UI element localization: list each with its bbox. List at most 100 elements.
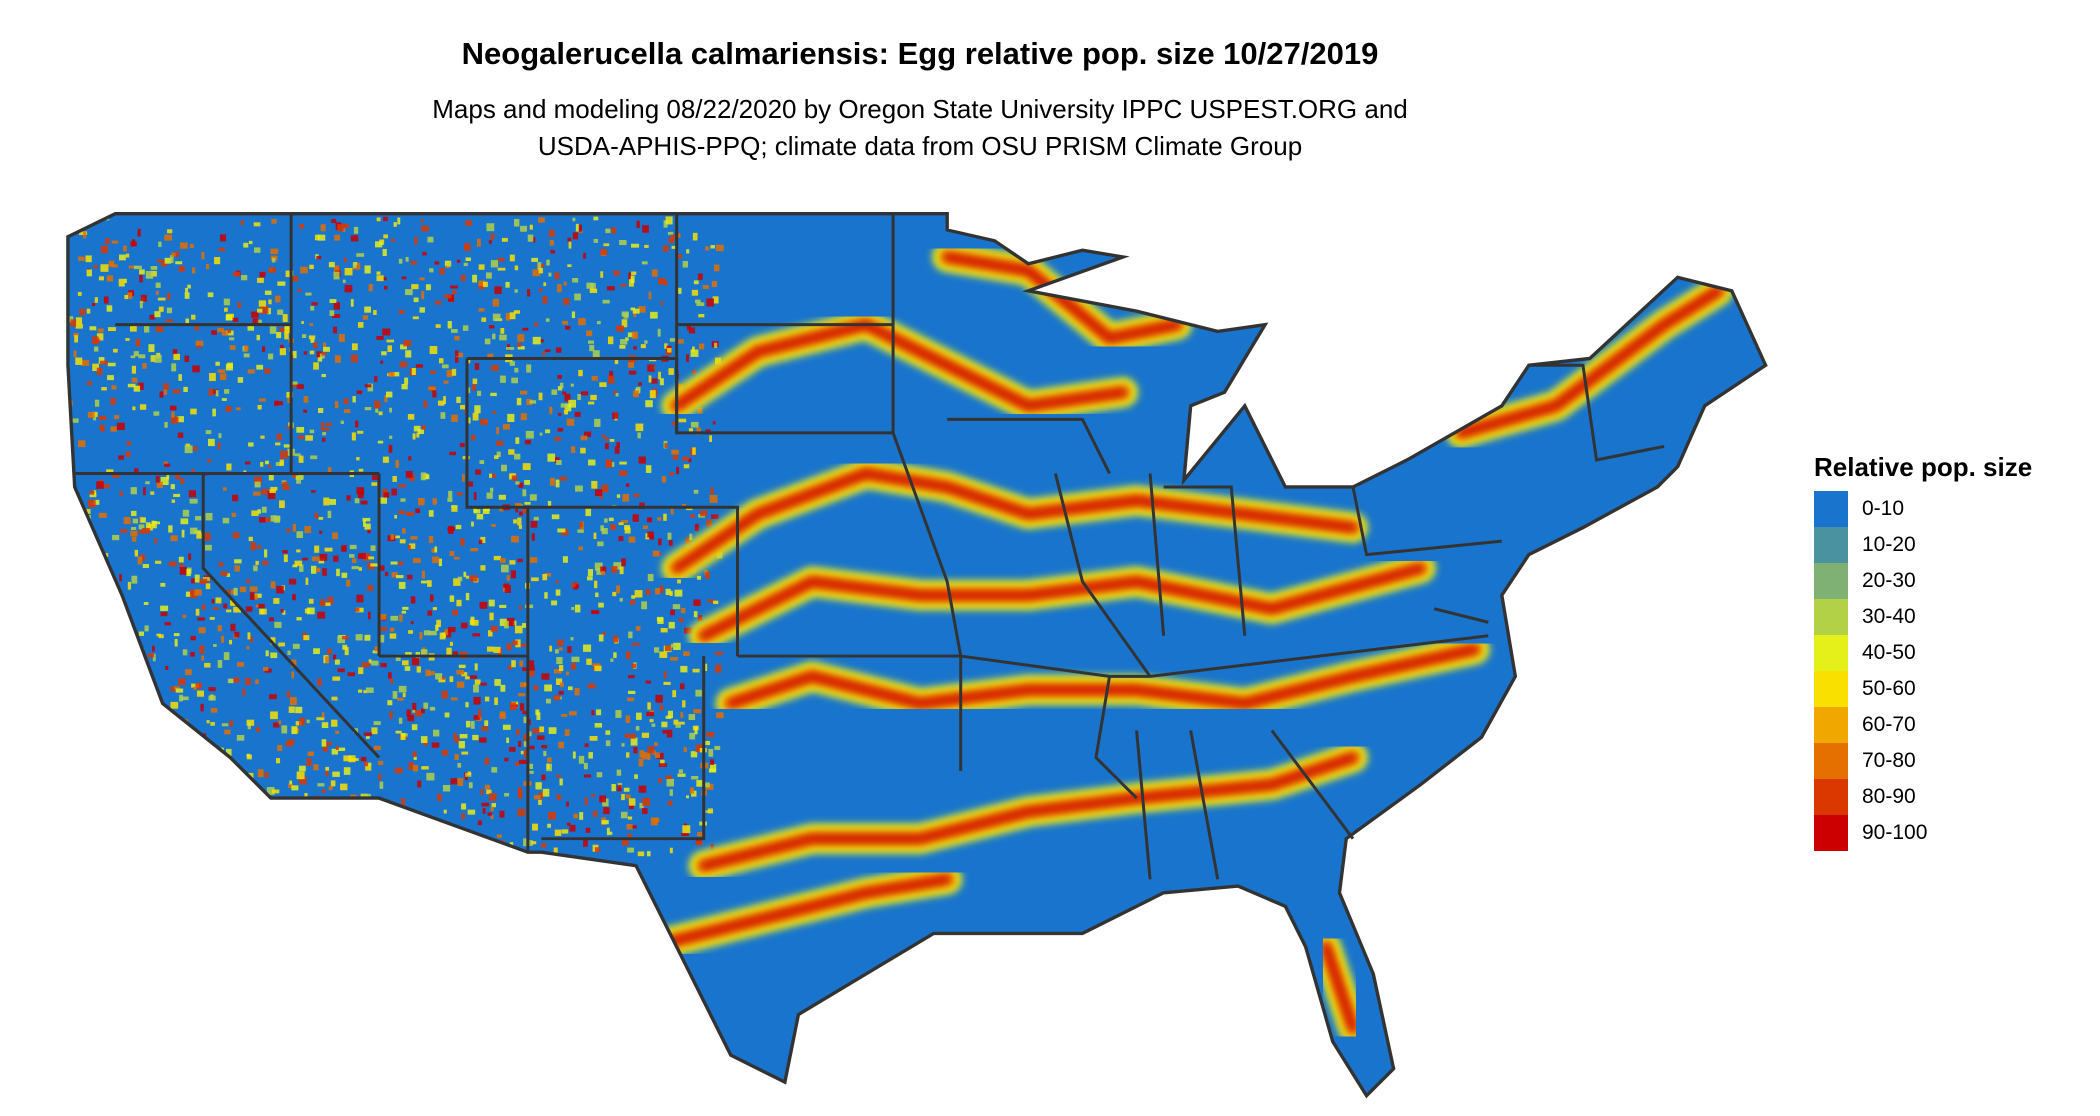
- pattern-speck: [196, 532, 205, 539]
- pattern-speck: [247, 632, 251, 640]
- pattern-speck: [392, 372, 400, 377]
- pattern-speck: [711, 281, 717, 287]
- pattern-speck: [158, 241, 162, 248]
- pattern-speck: [382, 248, 387, 257]
- pattern-speck: [420, 219, 424, 223]
- pattern-speck: [519, 660, 524, 667]
- pattern-speck: [510, 570, 516, 579]
- pattern-speck: [453, 556, 460, 560]
- pattern-speck: [87, 730, 94, 734]
- pattern-speck: [619, 239, 627, 246]
- pattern-speck: [410, 621, 414, 625]
- pattern-speck: [621, 319, 628, 328]
- pattern-speck: [226, 795, 231, 800]
- pattern-speck: [473, 696, 481, 705]
- pattern-speck: [524, 501, 531, 505]
- pattern-speck: [110, 426, 118, 432]
- pattern-speck: [207, 292, 214, 298]
- pattern-speck: [688, 714, 696, 720]
- pattern-speck: [270, 652, 278, 659]
- pattern-speck: [89, 604, 97, 613]
- pattern-speck: [563, 298, 570, 305]
- pattern-speck: [589, 736, 598, 741]
- pattern-speck: [323, 346, 330, 352]
- pattern-speck: [628, 803, 634, 810]
- pattern-speck: [149, 314, 155, 320]
- pattern-speck: [673, 719, 679, 725]
- pattern-speck: [353, 226, 359, 234]
- pattern-speck: [270, 711, 278, 720]
- pattern-speck: [456, 599, 462, 607]
- pattern-speck: [462, 325, 469, 331]
- pattern-speck: [225, 405, 232, 412]
- pattern-speck: [506, 617, 515, 626]
- pattern-speck: [566, 671, 570, 676]
- pattern-speck: [269, 489, 276, 494]
- pattern-speck: [556, 678, 563, 685]
- pattern-speck: [341, 223, 349, 228]
- pattern-speck: [517, 808, 526, 817]
- pattern-speck: [311, 556, 320, 562]
- pattern-speck: [190, 635, 196, 641]
- pattern-speck: [534, 322, 539, 327]
- pattern-speck: [304, 793, 308, 800]
- pattern-speck: [548, 727, 557, 734]
- pattern-speck: [131, 239, 136, 246]
- pattern-speck: [548, 229, 555, 238]
- pattern-speck: [226, 845, 233, 852]
- pattern-speck: [207, 459, 212, 463]
- pattern-speck: [242, 778, 250, 784]
- pattern-speck: [319, 553, 328, 561]
- pattern-speck: [154, 538, 158, 544]
- pattern-speck: [233, 677, 240, 683]
- pattern-speck: [343, 409, 351, 414]
- pattern-speck: [276, 433, 282, 441]
- pattern-speck: [490, 233, 495, 240]
- pattern-speck: [564, 729, 570, 736]
- pattern-speck: [100, 245, 109, 254]
- pattern-speck: [625, 794, 631, 799]
- pattern-speck: [601, 820, 609, 825]
- pattern-speck: [658, 763, 667, 767]
- pattern-speck: [698, 343, 705, 350]
- pattern-speck: [692, 369, 696, 375]
- pattern-speck: [259, 398, 266, 402]
- pattern-speck: [305, 435, 313, 441]
- pattern-speck: [504, 793, 510, 797]
- pattern-speck: [557, 528, 566, 533]
- pattern-speck: [280, 344, 284, 351]
- pattern-speck: [142, 563, 150, 568]
- pattern-speck: [709, 435, 713, 442]
- pattern-speck: [634, 590, 643, 598]
- pattern-speck: [457, 576, 463, 582]
- pattern-speck: [246, 646, 250, 650]
- pattern-speck: [631, 243, 640, 248]
- pattern-speck: [317, 678, 322, 687]
- pattern-speck: [226, 609, 232, 613]
- pattern-speck: [97, 328, 104, 333]
- pattern-speck: [411, 724, 418, 731]
- pattern-speck: [484, 696, 490, 702]
- pattern-speck: [153, 771, 161, 775]
- pattern-speck: [598, 634, 604, 642]
- pattern-speck: [584, 797, 588, 806]
- pattern-speck: [276, 332, 282, 339]
- pattern-speck: [593, 532, 597, 540]
- pattern-speck: [213, 758, 219, 762]
- pattern-speck: [710, 245, 715, 249]
- pattern-speck: [335, 730, 340, 734]
- pattern-speck: [398, 484, 406, 488]
- pattern-speck: [703, 782, 710, 788]
- pattern-speck: [547, 823, 551, 828]
- pattern-speck: [410, 820, 415, 825]
- pattern-speck: [606, 827, 610, 836]
- pattern-speck: [490, 260, 499, 268]
- pattern-speck: [518, 511, 523, 516]
- pattern-speck: [193, 686, 197, 690]
- pattern-speck: [167, 229, 173, 234]
- state-border: [1189, 730, 1220, 880]
- pattern-band: [701, 755, 1356, 868]
- pattern-speck: [392, 475, 397, 482]
- pattern-speck: [170, 535, 178, 542]
- pattern-speck: [575, 584, 579, 589]
